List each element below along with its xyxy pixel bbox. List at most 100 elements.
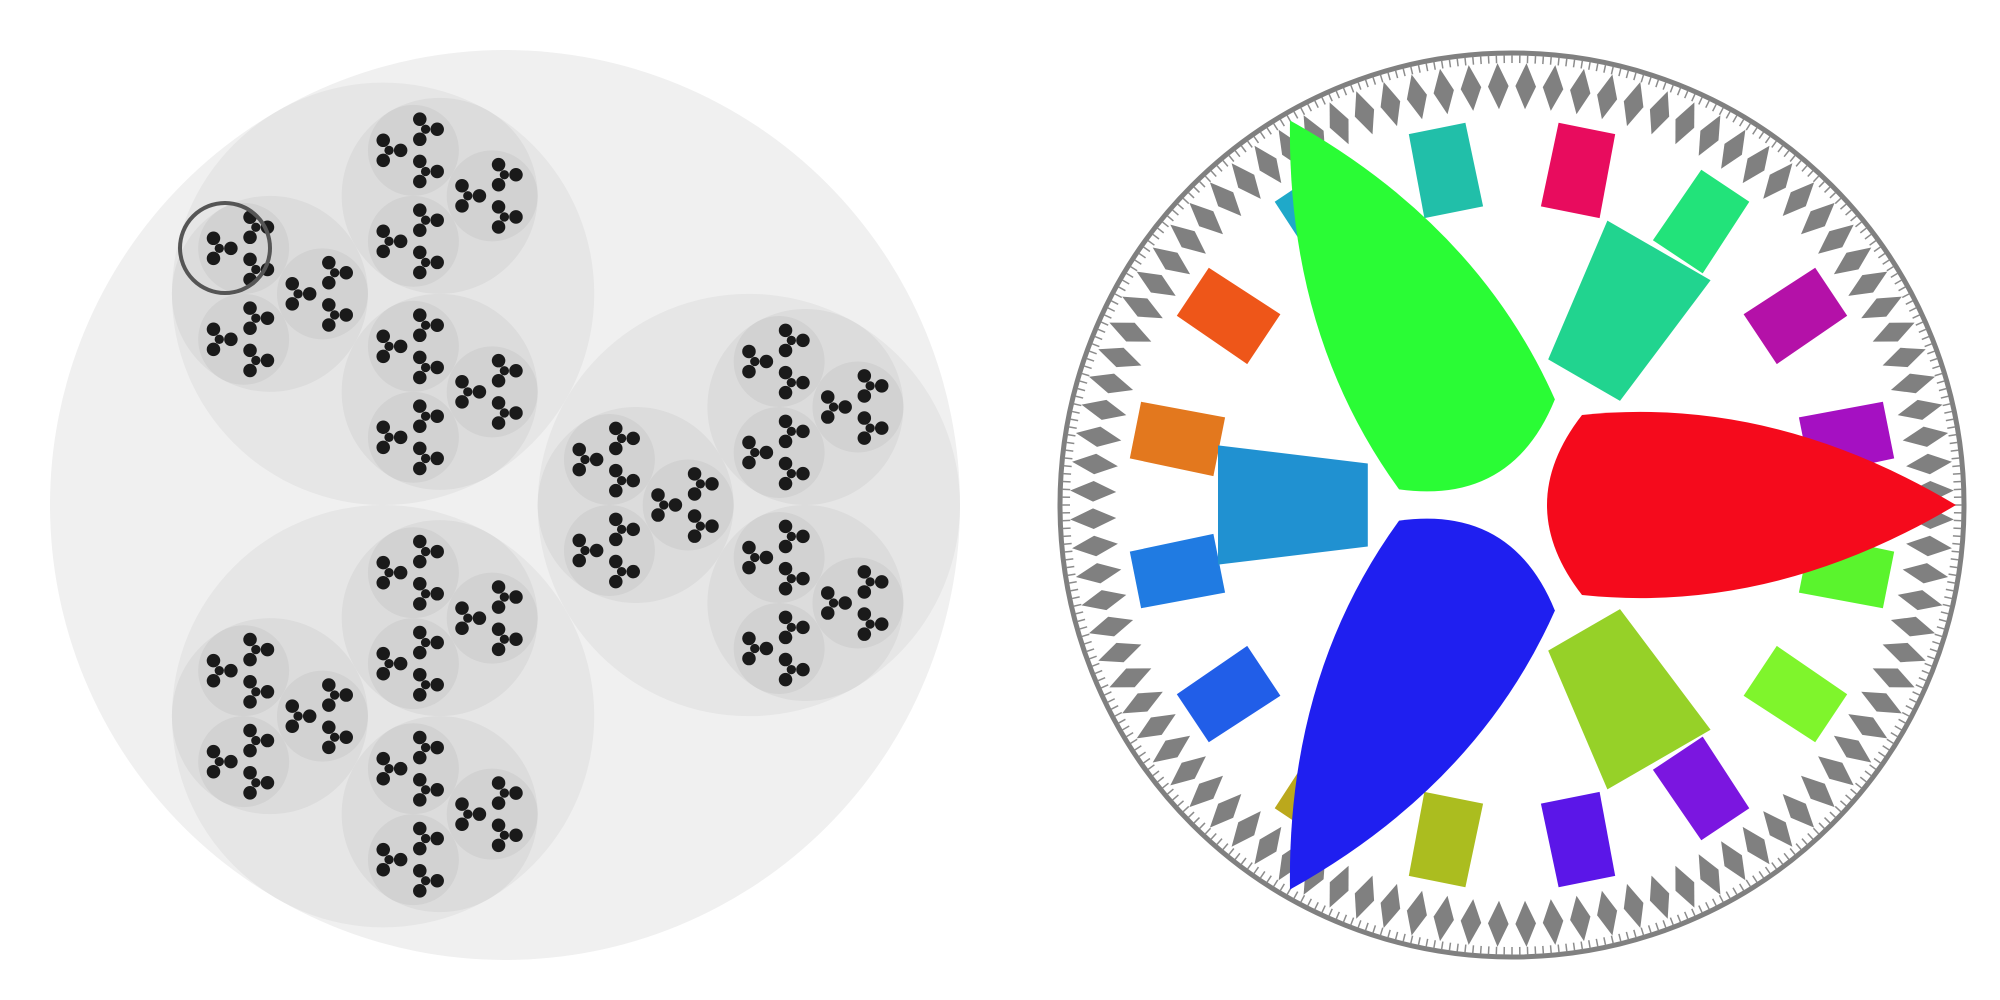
fractal-leaf-dot — [260, 733, 275, 748]
rim-tick — [1272, 879, 1279, 888]
fractal-leaf-dot — [251, 222, 261, 232]
middle-tile — [1218, 445, 1368, 565]
fractal-leaf-dot — [206, 322, 221, 337]
fractal-leaf-dot — [687, 487, 702, 501]
rim-tile — [1170, 224, 1206, 254]
rim-tick — [1161, 782, 1169, 789]
rim-tick — [1063, 542, 1072, 545]
rim-tick — [1942, 403, 1951, 407]
fractal-leaf-dot — [687, 509, 702, 523]
fractal-leaf-dot — [293, 711, 303, 721]
fractal-leaf-dot — [260, 353, 275, 368]
fractal-leaf-dot — [285, 699, 300, 713]
fractal-leaf-dot — [430, 740, 444, 755]
rim-tile — [1675, 102, 1695, 145]
rim-tick — [1253, 866, 1260, 875]
rim-tick — [1433, 940, 1436, 949]
rim-tick — [1479, 56, 1482, 65]
rim-tick — [1088, 350, 1097, 355]
rim-tile — [1782, 794, 1815, 828]
rim-tick — [1086, 648, 1095, 653]
rim-tick — [1417, 937, 1421, 946]
fractal-leaf-dot — [463, 387, 473, 397]
fractal-leaf-dot — [251, 735, 261, 746]
fractal-leaf-dot — [413, 772, 427, 787]
fractal-leaf-dot — [243, 632, 257, 647]
fractal-leaf-dot — [742, 364, 756, 379]
rim-tick — [1603, 937, 1607, 946]
fractal-leaf-dot — [420, 742, 431, 753]
rim-tick — [1938, 387, 1947, 392]
fractal-leaf-dot — [413, 597, 427, 611]
fractal-leaf-dot — [796, 571, 810, 586]
fractal-leaf-dot — [413, 793, 427, 807]
fractal-leaf-dot — [659, 500, 669, 510]
rim-tick — [1949, 441, 1958, 445]
fractal-leaf-dot — [243, 252, 257, 267]
fractal-leaf-dot — [260, 685, 275, 699]
fractal-leaf-dot — [430, 544, 444, 559]
highlighted-circle — [178, 201, 272, 295]
fractal-leaf-dot — [420, 215, 431, 225]
fractal-leaf-dot — [472, 189, 487, 203]
fractal-leaf-dot — [376, 133, 390, 148]
fractal-leaf-dot — [413, 625, 427, 640]
rim-tick — [1121, 725, 1130, 731]
rim-tile — [1152, 735, 1191, 763]
fractal-leaf-dot — [491, 838, 506, 853]
fractal-leaf-dot — [668, 498, 683, 512]
fractal-leaf-dot — [413, 419, 427, 434]
rim-tick — [1448, 59, 1452, 68]
rim-tick — [1845, 794, 1853, 801]
fractal-leaf-dot — [224, 663, 238, 678]
rim-tick — [1440, 941, 1444, 950]
fractal-leaf-dot — [413, 245, 427, 260]
rim-tick — [1807, 832, 1814, 840]
fractal-leaf-dot — [413, 645, 427, 660]
fractal-leaf-dot — [322, 698, 336, 712]
fractal-leaf-dot — [413, 328, 427, 343]
outer-tile — [1176, 267, 1281, 365]
rim-tile — [1721, 841, 1746, 881]
fractal-leaf-dot — [838, 400, 852, 414]
rim-tick — [1138, 751, 1146, 758]
outer-tile — [1176, 645, 1281, 743]
fractal-leaf-dot — [384, 855, 394, 865]
fractal-leaf-dot — [455, 797, 469, 811]
rim-tick — [1118, 286, 1126, 292]
fractal-leaf-dot — [376, 842, 390, 857]
rim-tick — [1171, 209, 1179, 216]
rim-tick — [1912, 314, 1921, 319]
rim-tick — [1886, 738, 1895, 745]
fractal-leaf-dot — [778, 610, 793, 625]
fractal-leaf-dot — [472, 807, 487, 821]
rim-tick — [1077, 387, 1086, 392]
fractal-leaf-dot — [455, 375, 469, 389]
rim-tick — [1063, 465, 1072, 468]
rim-tick — [1259, 871, 1266, 879]
fractal-leaf-dot — [293, 289, 303, 299]
fractal-leaf-dot — [413, 863, 427, 878]
rim-tick — [1882, 259, 1890, 265]
fractal-leaf-dot — [376, 555, 390, 570]
rim-tick — [1640, 927, 1645, 936]
rim-tile — [1902, 426, 1949, 447]
rim-tick — [1177, 800, 1185, 807]
rim-tick — [1147, 764, 1155, 771]
rim-tick — [1228, 848, 1235, 856]
fractal-leaf-dot — [322, 255, 336, 270]
rim-tick — [1952, 472, 1961, 475]
fractal-leaf-dot — [609, 574, 623, 589]
rim-tick — [1951, 550, 1960, 553]
rim-tick — [1655, 922, 1660, 931]
rim-tile — [1872, 668, 1915, 688]
rim-tick — [1542, 56, 1545, 65]
fractal-leaf-dot — [413, 841, 427, 856]
rim-tick — [1064, 550, 1073, 553]
rim-tick — [1125, 732, 1134, 738]
outer-tile — [1743, 267, 1848, 365]
fractal-leaf-dot — [420, 833, 431, 844]
fractal-leaf-dot — [499, 830, 510, 840]
rim-tick — [1947, 581, 1956, 584]
fractal-leaf-dot — [796, 662, 810, 677]
